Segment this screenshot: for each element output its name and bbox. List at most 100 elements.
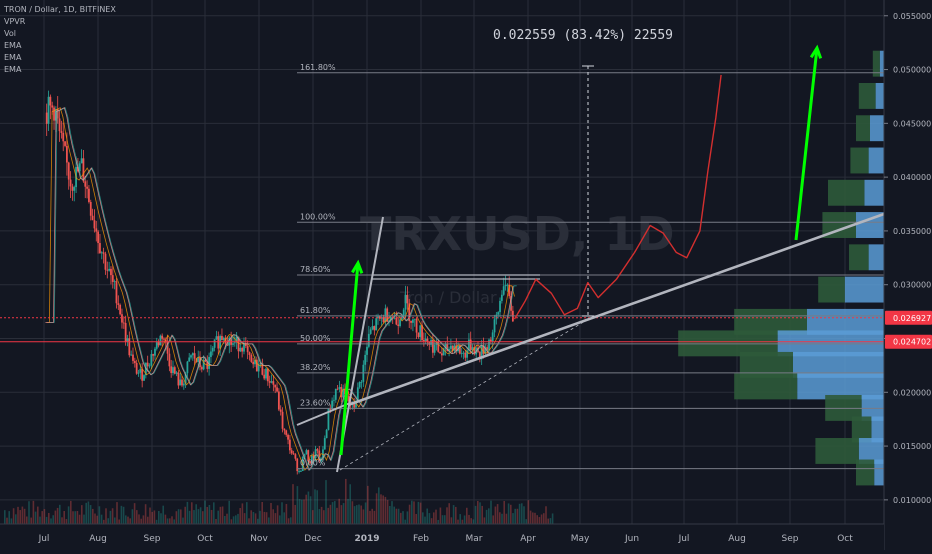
volume-bar	[147, 516, 149, 524]
candle-body	[122, 322, 125, 324]
candle-body	[377, 316, 379, 319]
candle-body	[106, 269, 109, 271]
volume-bar	[78, 514, 81, 524]
legend-indicator-ema-3[interactable]: EMA	[4, 65, 22, 74]
volume-bar	[87, 501, 90, 524]
volume-bar	[402, 511, 404, 524]
volume-bar	[318, 509, 321, 524]
volume-bar	[177, 509, 180, 524]
volume-bar	[314, 489, 316, 524]
candle-body	[177, 372, 180, 386]
volume-bar	[193, 510, 195, 524]
candle-body	[159, 335, 162, 346]
fib-level-label: 161.80%	[300, 63, 336, 72]
volume-bar	[373, 510, 376, 524]
volume-bar	[323, 510, 325, 524]
volume-bar	[204, 500, 206, 524]
volume-bar	[94, 513, 96, 524]
volume-bar	[140, 518, 142, 524]
candle-body	[154, 348, 156, 356]
legend-symbol[interactable]: TRON / Dollar, 1D, BITFINEX	[4, 5, 116, 14]
candle-body	[163, 338, 165, 340]
candle-body	[250, 354, 253, 362]
candle-body	[325, 429, 328, 439]
volume-bar	[224, 515, 226, 524]
volume-bar	[116, 502, 118, 524]
volume-bar	[463, 515, 466, 524]
volume-bar	[270, 502, 272, 524]
candle-body	[276, 387, 278, 392]
volume-bar	[138, 514, 140, 524]
time-tick-label: Aug	[728, 534, 746, 544]
candle-body	[404, 294, 407, 310]
candle-body	[342, 388, 345, 398]
volume-bar	[424, 516, 426, 524]
candle-body	[188, 357, 191, 362]
volume-bar	[340, 505, 343, 524]
candle-body	[482, 345, 485, 354]
legend-indicator-ema-1[interactable]: EMA	[4, 41, 22, 50]
volume-bar	[499, 512, 501, 524]
volume-bar	[285, 503, 288, 524]
candle-body	[305, 450, 308, 455]
volume-bar	[358, 504, 360, 524]
vp-bar-up	[868, 244, 884, 271]
legend-indicator-vol[interactable]: Vol	[4, 29, 16, 38]
legend-indicator-vpvr[interactable]: VPVR	[4, 17, 26, 26]
candle-body	[279, 409, 282, 412]
volume-bar	[92, 508, 94, 524]
candle-body	[355, 402, 357, 408]
price-tick-label: 0.035000	[893, 227, 931, 236]
candle-body	[274, 384, 277, 388]
volume-bar	[540, 514, 543, 524]
volume-bar	[510, 504, 512, 524]
candle-body	[100, 252, 103, 254]
volume-bar	[131, 509, 134, 524]
volume-bar	[230, 519, 233, 524]
vp-bar-up	[870, 115, 884, 142]
candle-body	[347, 396, 350, 402]
candle-body	[484, 347, 487, 354]
volume-bar	[237, 513, 239, 524]
price-marker-tag	[885, 334, 932, 349]
volume-bar	[433, 512, 435, 524]
candle-body	[182, 383, 185, 386]
volume-bar	[303, 499, 305, 524]
candle-body	[480, 345, 483, 360]
volume-bar	[197, 509, 200, 524]
candle-body	[300, 471, 302, 472]
candle-body	[431, 339, 434, 353]
volume-bar	[446, 507, 448, 524]
trend-lines	[296, 212, 885, 473]
candle-body	[369, 329, 372, 334]
volume-bar	[8, 511, 10, 524]
volume-bar	[133, 503, 136, 524]
volume-bar	[290, 517, 292, 524]
time-axis-bg	[0, 524, 884, 550]
volume-bar	[362, 509, 365, 524]
time-tick-label: Apr	[520, 534, 536, 544]
fib-level-label: 78.60%	[300, 265, 331, 274]
volume-bar	[217, 510, 219, 524]
vp-bar-down	[849, 244, 869, 271]
candle-body	[51, 105, 54, 108]
volume-bar	[239, 508, 241, 524]
candle-body	[210, 351, 212, 357]
volume-bar	[32, 500, 35, 524]
price-marker-label: 0.026927	[893, 314, 931, 323]
candle-body	[393, 317, 396, 319]
candle-body	[442, 348, 445, 356]
candle-body	[422, 339, 425, 342]
candle-body	[73, 187, 76, 191]
candle-body	[446, 343, 449, 352]
candle-body	[382, 317, 385, 322]
candle-body	[402, 309, 405, 317]
candle-body	[451, 345, 454, 351]
volume-bar	[327, 507, 329, 524]
legend-indicator-ema-2[interactable]: EMA	[4, 53, 22, 62]
price-tick-label: 0.020000	[893, 388, 931, 397]
candle-body	[419, 325, 422, 337]
candle-body	[433, 344, 436, 353]
